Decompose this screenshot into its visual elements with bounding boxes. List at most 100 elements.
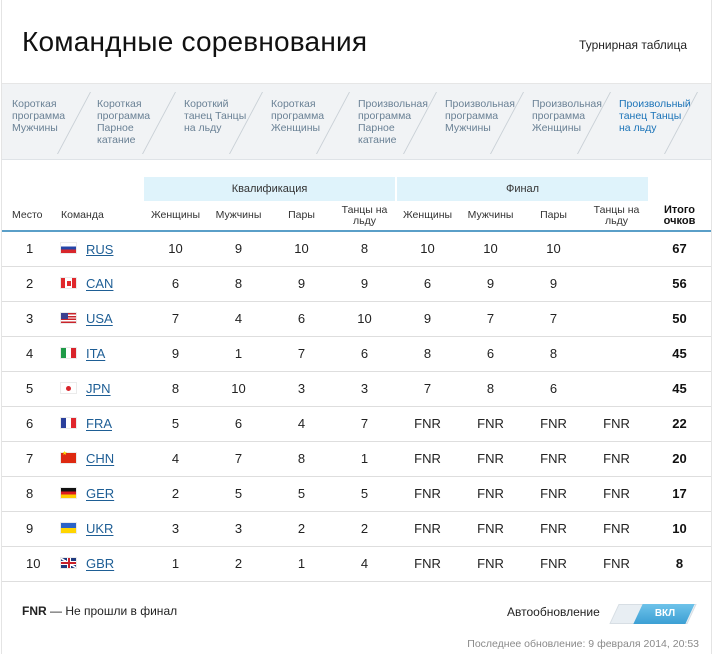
tab-segment-2[interactable]: Короткая программа Парное катание — [87, 84, 176, 160]
qualification-score-cell: 1 — [297, 556, 306, 571]
final-score-cell: 6 — [486, 346, 495, 361]
tab-segment-5[interactable]: Произвольная программа Парное катание — [348, 84, 437, 160]
qualification-score-cell: 10 — [231, 381, 246, 396]
team-cell: GBR — [59, 546, 144, 581]
place-cell: 10 — [26, 556, 41, 571]
total-points-cell: 10 — [672, 521, 687, 536]
tab-segment-3[interactable]: Короткий танец Танцы на льду — [174, 84, 263, 160]
final-score-cell: 10 — [420, 241, 435, 257]
auto-update-toggle[interactable]: ВКЛ — [609, 604, 697, 624]
tab-label: Произвольный танец Танцы на льду — [619, 98, 691, 134]
final-score-cell: FNR — [414, 486, 441, 501]
team-link[interactable]: GER — [86, 486, 115, 502]
place-cell: 2 — [26, 276, 34, 291]
ger-flag-icon — [61, 488, 76, 499]
team-link[interactable]: JPN — [86, 381, 111, 397]
tab-segment-8[interactable]: Произвольный танец Танцы на льду — [609, 84, 698, 160]
f-men-column-header[interactable]: Мужчины — [467, 209, 514, 221]
qualification-score-cell: 4 — [297, 416, 306, 431]
tab-label: Произвольная программа Мужчины — [445, 98, 515, 134]
f-women-column-header[interactable]: Женщины — [402, 209, 453, 221]
last-updated-text: Последнее обновление: 9 февраля 2014, 20… — [467, 638, 699, 650]
tab-segment-4[interactable]: Короткая программа Женщины — [261, 84, 350, 160]
team-link[interactable]: RUS — [86, 241, 114, 257]
place-cell: 5 — [26, 381, 34, 396]
f-pairs-column-header[interactable]: Пары — [540, 209, 567, 221]
results-table-wrap: Квалификация Финал Место Команда Женщины… — [2, 177, 712, 582]
total-points-cell: 56 — [672, 276, 687, 291]
qualification-score-cell: 10 — [168, 241, 183, 257]
toggle-label: ВКЛ — [654, 608, 676, 619]
team-link[interactable]: ITA — [86, 346, 106, 362]
team-link[interactable]: CAN — [86, 276, 114, 292]
total-column-header[interactable]: Итого очков — [663, 203, 696, 227]
q-dance-column-header[interactable]: Танцы на льду — [341, 203, 388, 227]
q-women-column-header[interactable]: Женщины — [150, 209, 201, 221]
qualification-score-cell: 5 — [171, 416, 180, 431]
auto-update-label: Автообновление — [507, 605, 600, 619]
tab-segment-1[interactable]: Короткая программа Мужчины — [2, 84, 91, 160]
table-row: 10 GBR 1 2 1 4 FNR FNR FNR FNR 8 — [2, 546, 712, 581]
place-cell: 7 — [26, 451, 34, 466]
final-score-cell: FNR — [477, 556, 504, 571]
tab-segment-6[interactable]: Произвольная программа Мужчины — [435, 84, 524, 160]
team-link[interactable]: UKR — [86, 521, 114, 537]
table-row: 6 FRA 5 6 4 7 FNR FNR FNR FNR 22 — [2, 406, 712, 441]
final-score-cell: FNR — [477, 451, 504, 466]
final-score-cell — [585, 266, 648, 301]
final-score-cell: FNR — [414, 556, 441, 571]
tab-label: Короткая программа Мужчины — [12, 98, 66, 134]
team-cell: CAN — [59, 266, 144, 301]
ukr-flag-icon — [61, 523, 76, 534]
table-row: 9 UKR 3 3 2 2 FNR FNR FNR FNR 10 — [2, 511, 712, 546]
team-cell: JPN — [59, 371, 144, 406]
team-column-header[interactable]: Команда — [61, 209, 104, 221]
qualification-score-cell: 4 — [234, 311, 243, 326]
qualification-score-cell: 10 — [357, 311, 372, 326]
final-score-cell: FNR — [414, 416, 441, 431]
place-cell: 8 — [26, 486, 34, 501]
place-cell: 3 — [26, 311, 34, 326]
qualification-score-cell: 9 — [360, 276, 369, 291]
final-score-cell: FNR — [540, 556, 567, 571]
table-row: 1 RUS 10 9 10 8 10 10 10 67 — [2, 231, 712, 266]
final-score-cell: 9 — [423, 311, 432, 326]
qualification-score-cell: 2 — [171, 486, 180, 501]
final-score-cell: 6 — [549, 381, 558, 396]
team-link[interactable]: CHN — [86, 451, 115, 467]
final-score-cell: FNR — [540, 416, 567, 431]
final-score-cell: FNR — [540, 451, 567, 466]
qualification-score-cell: 4 — [360, 556, 369, 571]
chn-flag-icon — [61, 450, 76, 464]
rus-flag-icon — [61, 243, 76, 254]
team-link[interactable]: USA — [86, 311, 113, 327]
qualification-score-cell: 6 — [297, 311, 306, 326]
tab-label: Произвольная программа Парное катание — [358, 98, 428, 146]
qualification-score-cell: 9 — [171, 346, 180, 361]
qualification-score-cell: 3 — [234, 521, 243, 536]
total-points-cell: 17 — [672, 486, 687, 501]
team-link[interactable]: FRA — [86, 416, 112, 432]
results-table-body: 1 RUS 10 9 10 8 10 10 10 67 2 CAN 6 8 9 9 6 9 9 56 3 USA 7 4 6 10… — [2, 231, 712, 581]
team-link[interactable]: GBR — [86, 556, 115, 572]
q-pairs-column-header[interactable]: Пары — [288, 209, 315, 221]
tab-label: Короткий танец Танцы на льду — [184, 98, 247, 134]
qualification-score-cell: 5 — [360, 486, 369, 501]
final-group-header: Финал — [395, 177, 649, 201]
final-score-cell: 10 — [546, 241, 561, 257]
qualification-score-cell: 8 — [360, 241, 369, 257]
f-dance-column-header[interactable]: Танцы на льду — [593, 203, 640, 227]
standings-link[interactable]: Турнирная таблица — [579, 38, 687, 52]
q-men-column-header[interactable]: Мужчины — [215, 209, 262, 221]
final-score-cell: 9 — [486, 276, 495, 291]
usa-flag-icon — [61, 313, 76, 324]
final-score-cell: FNR — [477, 486, 504, 501]
team-cell: FRA — [59, 406, 144, 441]
qualification-score-cell: 7 — [234, 451, 243, 466]
total-points-cell: 67 — [672, 241, 687, 257]
place-column-header[interactable]: Место — [12, 209, 43, 221]
qualification-score-cell: 6 — [171, 276, 180, 291]
qualification-group-header: Квалификация — [144, 177, 397, 201]
jpn-flag-icon — [61, 383, 76, 394]
tab-segment-7[interactable]: Произвольная программа Женщины — [522, 84, 611, 160]
